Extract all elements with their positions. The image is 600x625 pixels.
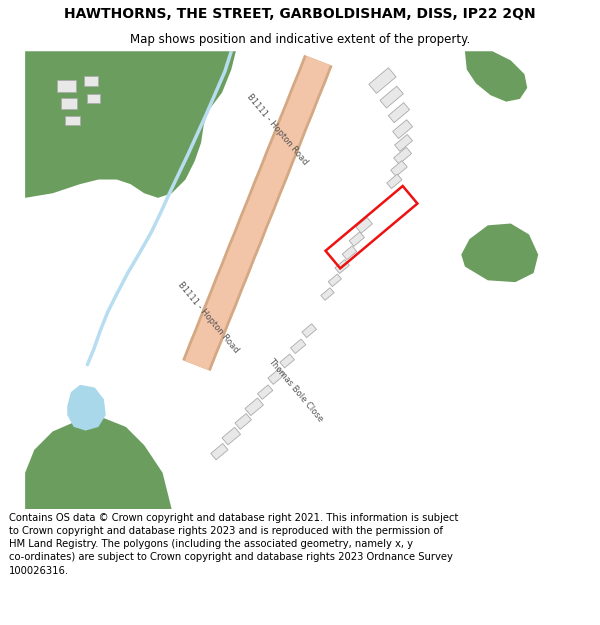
Bar bbox=[387, 174, 402, 189]
Bar bbox=[380, 86, 403, 108]
Bar bbox=[290, 339, 306, 354]
Bar bbox=[321, 288, 334, 301]
Bar bbox=[388, 102, 410, 122]
Bar bbox=[84, 76, 98, 86]
Bar bbox=[211, 444, 228, 460]
Bar bbox=[235, 414, 251, 429]
Bar bbox=[326, 186, 418, 268]
Bar bbox=[349, 232, 364, 246]
Bar bbox=[88, 94, 100, 104]
Text: B1111 - Hopton Road: B1111 - Hopton Road bbox=[176, 280, 241, 354]
Bar bbox=[61, 98, 77, 109]
Bar bbox=[245, 398, 263, 416]
Bar bbox=[268, 369, 284, 384]
Bar bbox=[57, 80, 76, 92]
Bar bbox=[391, 161, 407, 176]
Bar bbox=[335, 259, 349, 274]
Bar bbox=[356, 217, 373, 233]
Bar bbox=[392, 120, 413, 139]
Bar bbox=[280, 354, 295, 368]
Bar bbox=[328, 274, 341, 287]
Bar bbox=[257, 385, 273, 399]
Polygon shape bbox=[25, 418, 172, 509]
Bar bbox=[394, 148, 412, 164]
Bar bbox=[395, 134, 413, 151]
Polygon shape bbox=[67, 385, 106, 431]
Text: B1111 - Hopton Road: B1111 - Hopton Road bbox=[245, 92, 310, 166]
Text: Thomas Bole Close: Thomas Bole Close bbox=[266, 357, 325, 424]
Bar bbox=[369, 68, 396, 93]
Text: Map shows position and indicative extent of the property.: Map shows position and indicative extent… bbox=[130, 34, 470, 46]
Text: HAWTHORNS, THE STREET, GARBOLDISHAM, DISS, IP22 2QN: HAWTHORNS, THE STREET, GARBOLDISHAM, DIS… bbox=[64, 8, 536, 21]
Bar bbox=[342, 246, 357, 260]
Bar bbox=[65, 116, 80, 126]
Text: Contains OS data © Crown copyright and database right 2021. This information is : Contains OS data © Crown copyright and d… bbox=[9, 513, 458, 576]
Polygon shape bbox=[465, 51, 527, 102]
Polygon shape bbox=[461, 224, 538, 282]
Polygon shape bbox=[25, 51, 236, 198]
Bar bbox=[302, 324, 316, 338]
Bar bbox=[222, 428, 241, 445]
